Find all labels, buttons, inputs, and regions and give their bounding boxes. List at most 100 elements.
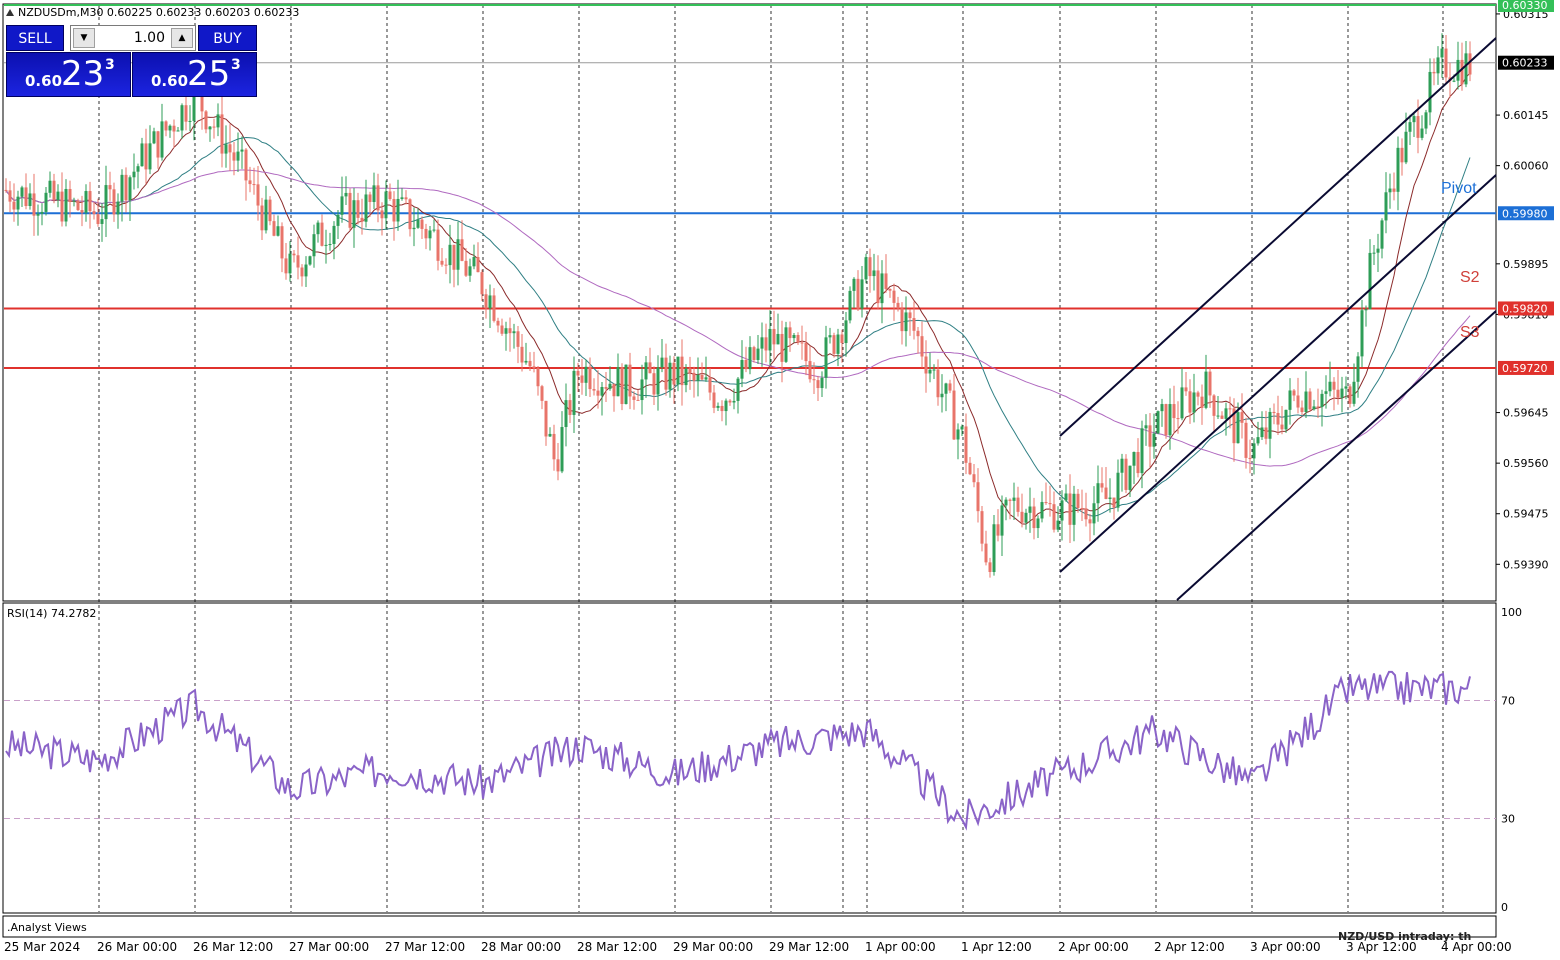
candle-body <box>1436 57 1440 74</box>
candle-body <box>1364 309 1368 311</box>
candle-body <box>628 364 632 397</box>
candle-body <box>504 328 508 334</box>
candle-body <box>380 210 384 219</box>
candle-body <box>404 197 408 200</box>
lot-size-value[interactable]: 1.00 <box>133 30 165 46</box>
candle-body <box>548 433 552 437</box>
lot-size-field[interactable]: ▼ 1.00 ▲ <box>70 25 196 51</box>
candle-body <box>896 302 900 309</box>
candle-body <box>1396 147 1400 192</box>
ma-slow-line <box>5 169 1471 467</box>
candle-body <box>820 377 824 389</box>
rsi-tick-label: 0 <box>1501 901 1508 914</box>
candle-body <box>700 374 704 380</box>
candle-body <box>1340 388 1344 398</box>
candle-body <box>1320 393 1324 408</box>
candle-body <box>184 105 188 122</box>
candle-body <box>80 210 84 213</box>
candle-body <box>84 191 88 213</box>
candle-body <box>1196 392 1200 397</box>
candle-body <box>1408 122 1412 132</box>
candle-body <box>1072 493 1076 525</box>
candle-body <box>108 185 112 190</box>
candle-body <box>320 222 324 246</box>
candle-body <box>708 377 712 393</box>
candle-body <box>688 368 692 373</box>
candle-body <box>432 229 436 231</box>
candle-body <box>784 327 788 362</box>
candle-body <box>912 318 916 331</box>
candle-body <box>600 386 604 396</box>
time-tick-label: 29 Mar 12:00 <box>769 940 849 954</box>
rsi-levels <box>4 700 1496 819</box>
candle-body <box>44 192 48 212</box>
candle-body <box>840 334 844 344</box>
candle-body <box>1140 428 1144 474</box>
candle-body <box>1048 503 1052 505</box>
candle-body <box>192 85 196 121</box>
price-tag-bg <box>1498 55 1554 70</box>
candle-body <box>532 366 536 369</box>
candle-body <box>456 239 460 270</box>
candles <box>4 33 1472 578</box>
vertical-grid <box>98 5 1444 912</box>
candle-body <box>672 362 676 385</box>
candle-body <box>696 374 700 381</box>
candle-body <box>1440 48 1444 58</box>
channel-middle-line[interactable] <box>1059 174 1497 573</box>
candle-body <box>72 200 76 202</box>
candle-body <box>1116 472 1120 508</box>
candle-body <box>280 226 284 259</box>
sell-button[interactable]: SELL <box>6 25 64 51</box>
candle-body <box>984 543 988 563</box>
regression-channel[interactable] <box>1059 37 1497 601</box>
candle-body <box>1292 390 1296 396</box>
candle-body <box>1244 422 1248 458</box>
candle-body <box>996 524 1000 536</box>
candle-body <box>684 368 688 386</box>
channel-lower-line[interactable] <box>1176 310 1497 601</box>
lot-increase-icon[interactable]: ▲ <box>171 28 193 48</box>
candle-body <box>328 244 332 246</box>
candle-body <box>536 368 540 387</box>
candle-body <box>252 184 256 186</box>
candle-body <box>936 369 940 398</box>
candle-body <box>264 199 268 231</box>
price-tag-label: 0.59720 <box>1502 362 1548 375</box>
buy-price-box[interactable]: 0.60 25 3 <box>132 52 257 97</box>
candle-body <box>484 294 488 309</box>
candle-body <box>920 336 924 357</box>
channel-upper-line[interactable] <box>1059 37 1497 437</box>
price-tick-label: 0.59645 <box>1503 407 1549 420</box>
candle-body <box>396 198 400 222</box>
time-tick-label: 4 Apr 00:00 <box>1441 940 1512 954</box>
candle-body <box>528 360 532 367</box>
candle-body <box>160 121 164 158</box>
candle-body <box>692 372 696 381</box>
candle-body <box>1312 406 1316 410</box>
candle-body <box>748 347 752 370</box>
price-tick-label: 0.59895 <box>1503 258 1549 271</box>
candle-body <box>864 257 868 280</box>
candle-body <box>176 130 180 132</box>
candle-body <box>104 185 108 220</box>
candle-body <box>172 125 176 132</box>
time-tick-label: 27 Mar 12:00 <box>385 940 465 954</box>
candle-body <box>872 270 876 277</box>
candle-body <box>1248 457 1252 459</box>
lot-decrease-icon[interactable]: ▼ <box>73 28 95 48</box>
candle-body <box>32 193 36 216</box>
candle-body <box>1144 425 1148 429</box>
candle-body <box>1204 371 1208 408</box>
candle-body <box>1076 493 1080 508</box>
buy-button[interactable]: BUY <box>198 25 257 51</box>
sell-price-box[interactable]: 0.60 23 3 <box>6 52 131 97</box>
time-tick-label: 28 Mar 12:00 <box>577 940 657 954</box>
collapse-arrow-icon[interactable] <box>6 9 14 16</box>
candle-body <box>420 219 424 229</box>
candle-body <box>1288 390 1292 410</box>
rsi-line <box>5 670 1471 831</box>
candle-body <box>584 366 588 383</box>
candle-body <box>1160 404 1164 412</box>
